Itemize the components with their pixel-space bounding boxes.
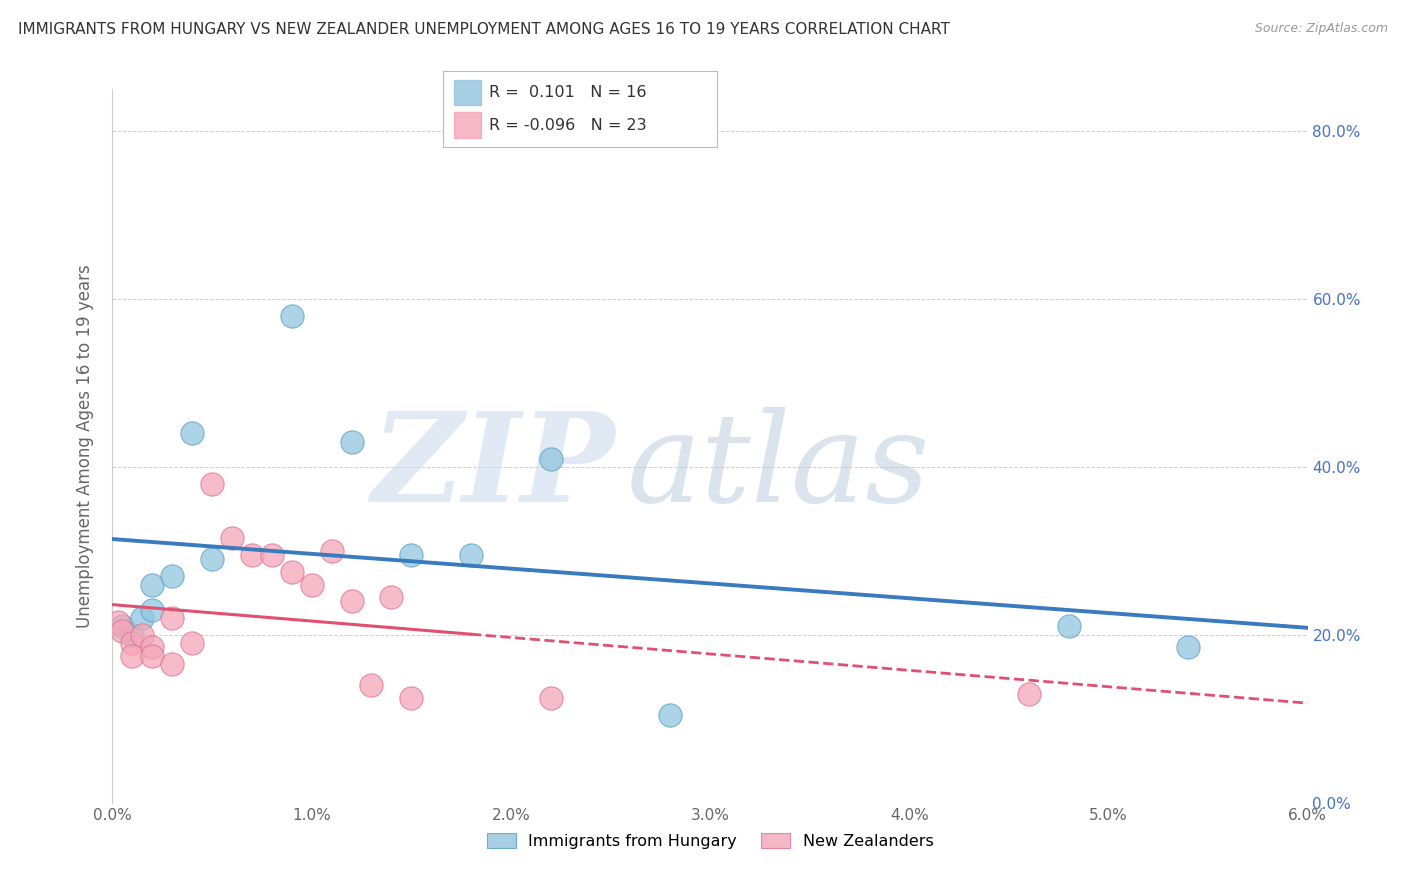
Point (321, 544, 343, 558)
Point (141, 640, 163, 655)
Bar (454, 79, 481, 105)
Point (540, 451, 562, 466)
Point (460, 548, 482, 562)
Point (162, 657, 183, 672)
Point (121, 648, 143, 663)
Point (131, 628, 153, 642)
Point (131, 611, 153, 625)
Text: R =  0.101   N = 16: R = 0.101 N = 16 (489, 85, 647, 100)
Point (162, 569, 183, 583)
Y-axis label: Unemployment Among Ages 16 to 19 years: Unemployment Among Ages 16 to 19 years (76, 264, 94, 628)
Point (281, 565, 304, 579)
Point (221, 532, 243, 546)
Text: ZIP: ZIP (371, 407, 614, 528)
Point (401, 548, 423, 562)
Point (141, 577, 163, 591)
Point (1018, 687, 1040, 701)
Point (181, 426, 204, 441)
Point (1177, 640, 1199, 655)
Point (201, 476, 224, 491)
Point (111, 619, 134, 633)
Point (340, 434, 363, 449)
Point (360, 678, 382, 692)
Point (121, 636, 143, 650)
Point (107, 615, 129, 630)
Text: R = -0.096   N = 23: R = -0.096 N = 23 (489, 118, 647, 133)
Point (162, 611, 183, 625)
Point (659, 707, 682, 722)
Text: Source: ZipAtlas.com: Source: ZipAtlas.com (1254, 22, 1388, 36)
Point (111, 624, 134, 638)
Point (1057, 619, 1080, 633)
Point (540, 690, 562, 705)
Point (340, 594, 363, 608)
Point (401, 690, 423, 705)
Point (281, 309, 304, 323)
Point (260, 548, 283, 562)
Text: IMMIGRANTS FROM HUNGARY VS NEW ZEALANDER UNEMPLOYMENT AMONG AGES 16 TO 19 YEARS : IMMIGRANTS FROM HUNGARY VS NEW ZEALANDER… (18, 22, 950, 37)
Point (301, 577, 323, 591)
Point (141, 648, 163, 663)
Point (201, 552, 224, 566)
Point (240, 548, 263, 562)
Text: atlas: atlas (627, 407, 929, 528)
Bar (454, 112, 481, 138)
Point (141, 603, 163, 617)
Point (380, 590, 402, 604)
Point (121, 628, 143, 642)
Point (181, 636, 204, 650)
Legend: Immigrants from Hungary, New Zealanders: Immigrants from Hungary, New Zealanders (481, 827, 939, 855)
